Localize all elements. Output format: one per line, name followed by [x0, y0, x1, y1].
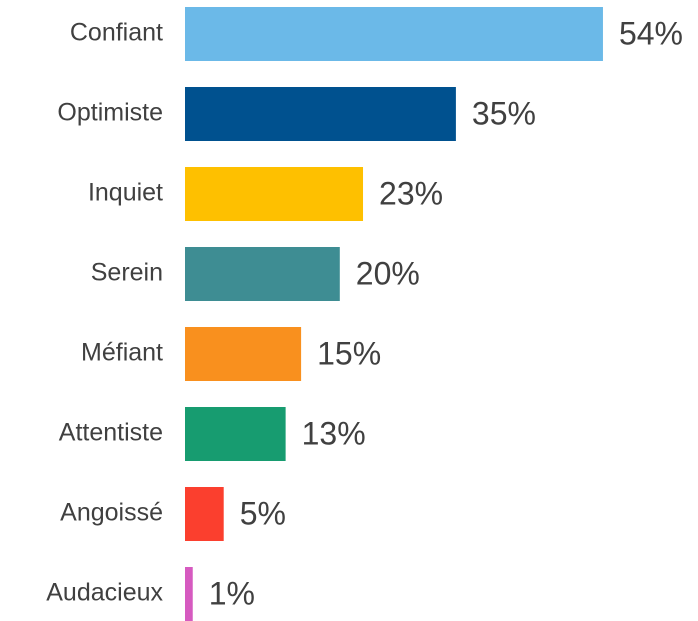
- bar: [185, 567, 193, 621]
- bar: [185, 167, 364, 221]
- category-label: Inquiet: [88, 179, 163, 207]
- category-label: Angoissé: [60, 499, 163, 527]
- value-label: 35%: [472, 95, 536, 131]
- bar: [185, 247, 340, 301]
- value-label: 5%: [240, 495, 286, 531]
- bar: [185, 87, 456, 141]
- bar: [185, 7, 603, 61]
- bar: [185, 487, 224, 541]
- category-label: Attentiste: [59, 419, 163, 447]
- bar: [185, 327, 302, 381]
- bar: [185, 407, 286, 461]
- value-label: 15%: [317, 335, 381, 371]
- value-label: 20%: [356, 255, 420, 291]
- value-label: 1%: [209, 575, 255, 611]
- category-label: Optimiste: [57, 99, 163, 127]
- value-label: 13%: [302, 415, 366, 451]
- category-label: Méfiant: [81, 339, 163, 367]
- category-label: Confiant: [70, 19, 163, 47]
- value-label: 23%: [379, 175, 443, 211]
- category-label: Serein: [91, 259, 163, 287]
- category-label: Audacieux: [46, 579, 163, 607]
- value-label: 54%: [619, 15, 683, 51]
